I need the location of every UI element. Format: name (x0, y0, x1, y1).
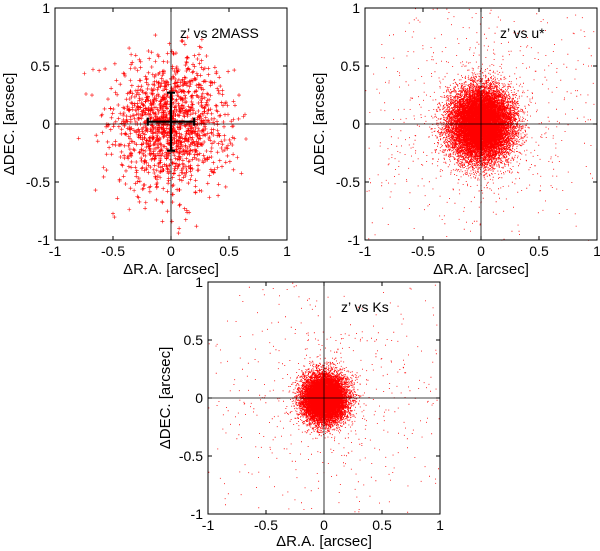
x-tick-label: -1 (202, 517, 215, 533)
panel-z-vs-u: -1 -0.5 0 0.5 1 -1 -0.5 0 0.5 1 z’ vs u* (336, 0, 600, 259)
panel-title: z’ vs 2MASS (180, 25, 259, 41)
axes-frame: -1 -0.5 0 0.5 1 -1 -0.5 0 0.5 1 (26, 0, 291, 259)
y-tick-label: 0.5 (341, 58, 361, 74)
x-axis-label: ΔR.A. [arcsec] (123, 261, 219, 278)
y-axis-label: ΔDEC. [arcsec] (157, 347, 174, 450)
y-tick-label: -0.5 (336, 174, 360, 190)
y-tick-label: 0.5 (31, 58, 51, 74)
x-axis-label: ΔR.A. [arcsec] (433, 261, 529, 278)
x-tick-label: 0 (320, 517, 328, 533)
y-axis-label: ΔDEC. [arcsec] (1, 73, 18, 176)
y-tick-label: 0 (42, 116, 50, 132)
y-tick-label: 0 (195, 390, 203, 406)
x-tick-label: 1 (436, 517, 444, 533)
x-tick-label: 0 (167, 243, 175, 259)
x-tick-label: 1 (283, 243, 291, 259)
data-points (76, 33, 248, 236)
x-tick-label: -0.5 (254, 517, 278, 533)
y-tick-label: 1 (42, 0, 50, 16)
x-tick-label: 0.5 (372, 517, 392, 533)
scatter-points (76, 33, 248, 236)
y-axis-label: ΔDEC. [arcsec] (311, 73, 328, 176)
y-tick-label: 1 (352, 0, 360, 16)
y-tick-label: 1 (195, 274, 203, 290)
axes-frame: -1 -0.5 0 0.5 1 -1 -0.5 0 0.5 1 (179, 274, 444, 533)
y-tick-label: -1 (38, 232, 51, 248)
axes-frame: -1 -0.5 0 0.5 1 -1 -0.5 0 0.5 1 (336, 0, 600, 259)
panel-title: z’ vs u* (500, 25, 545, 41)
x-tick-label: -0.5 (411, 243, 435, 259)
y-tick-label: 0.5 (184, 332, 204, 348)
x-tick-label: -1 (49, 243, 62, 259)
panel-title: z’ vs Ks (341, 299, 389, 315)
y-tick-label: -0.5 (179, 448, 203, 464)
y-tick-label: -0.5 (26, 174, 50, 190)
panel-z-vs-ks: -1 -0.5 0 0.5 1 -1 -0.5 0 0.5 1 z’ vs Ks (179, 274, 444, 533)
y-tick-label: -1 (348, 232, 361, 248)
x-axis-label: ΔR.A. [arcsec] (276, 533, 372, 550)
x-tick-label: -0.5 (101, 243, 125, 259)
x-tick-label: 1 (593, 243, 600, 259)
x-tick-label: 0.5 (529, 243, 549, 259)
x-tick-label: -1 (359, 243, 372, 259)
x-tick-label: 0 (477, 243, 485, 259)
y-tick-label: -1 (191, 506, 204, 522)
y-tick-label: 0 (352, 116, 360, 132)
x-tick-label: 0.5 (219, 243, 239, 259)
panel-z-vs-2mass: -1 -0.5 0 0.5 1 -1 -0.5 0 0.5 1 z’ vs 2MASS (26, 0, 291, 259)
